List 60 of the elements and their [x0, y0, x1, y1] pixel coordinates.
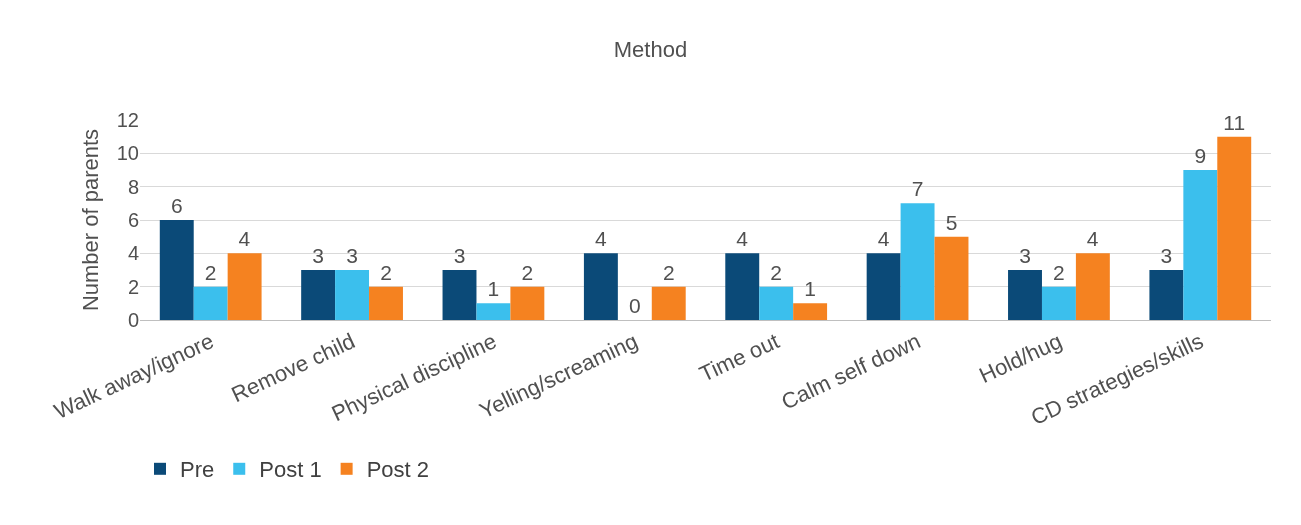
- bar: [159, 220, 194, 320]
- legend-label: Post 1: [259, 457, 322, 483]
- bar: [1008, 270, 1042, 320]
- bar: [725, 253, 760, 320]
- data-label: 2: [380, 260, 392, 284]
- y-tick-label: 12: [116, 109, 139, 131]
- bar: [369, 286, 403, 320]
- bar: [934, 236, 969, 320]
- bar: [900, 203, 935, 320]
- data-label: 9: [1194, 144, 1207, 167]
- bar: [1041, 286, 1076, 320]
- data-label: 3: [312, 244, 324, 267]
- chart-title: Method: [613, 37, 688, 63]
- bar: [759, 286, 794, 320]
- y-axis-title: Number of parents: [77, 128, 103, 312]
- bar: [510, 286, 545, 320]
- data-label: 4: [238, 227, 251, 251]
- data-label: 2: [662, 260, 675, 284]
- bar: [301, 270, 336, 320]
- data-label: 4: [594, 227, 607, 251]
- bar: [1149, 270, 1184, 320]
- data-label: 3: [1019, 244, 1031, 267]
- bar: [442, 270, 477, 320]
- bar: [476, 303, 511, 320]
- data-label: 5: [945, 210, 958, 234]
- data-label: 2: [770, 260, 783, 284]
- y-tick-label: 4: [127, 242, 139, 265]
- y-tick-label: 0: [127, 309, 139, 331]
- data-label: 2: [1053, 260, 1065, 284]
- y-tick-label: 8: [127, 175, 139, 198]
- bar: [1217, 136, 1252, 320]
- data-label: 1: [487, 277, 500, 301]
- legend-label: Post 2: [366, 457, 429, 483]
- y-tick-label: 10: [116, 142, 139, 165]
- data-label: 4: [1086, 227, 1099, 251]
- data-label: 0: [628, 294, 641, 317]
- data-label: 3: [1160, 244, 1173, 267]
- bar: [866, 253, 901, 320]
- bar: [1183, 170, 1218, 320]
- data-label: 2: [521, 260, 534, 284]
- data-label: 3: [346, 244, 358, 267]
- bar: [335, 270, 370, 320]
- bar: [651, 286, 686, 320]
- data-label: 11: [1223, 110, 1246, 134]
- bar: [193, 286, 228, 320]
- bar: [227, 253, 262, 320]
- bar: [583, 253, 618, 320]
- y-tick-label: 6: [127, 209, 139, 231]
- data-label: 6: [170, 194, 183, 217]
- data-label: 2: [204, 260, 217, 284]
- y-tick-label: 2: [127, 275, 139, 298]
- x-tick-label: Time out: [695, 328, 783, 387]
- bar: [793, 303, 828, 320]
- bar: [1075, 253, 1110, 320]
- data-label: 7: [911, 177, 924, 201]
- legend-label: Pre: [180, 457, 215, 483]
- data-label: 1: [804, 277, 816, 301]
- data-label: 4: [736, 227, 749, 251]
- data-label: 3: [453, 244, 466, 267]
- data-label: 4: [877, 227, 890, 251]
